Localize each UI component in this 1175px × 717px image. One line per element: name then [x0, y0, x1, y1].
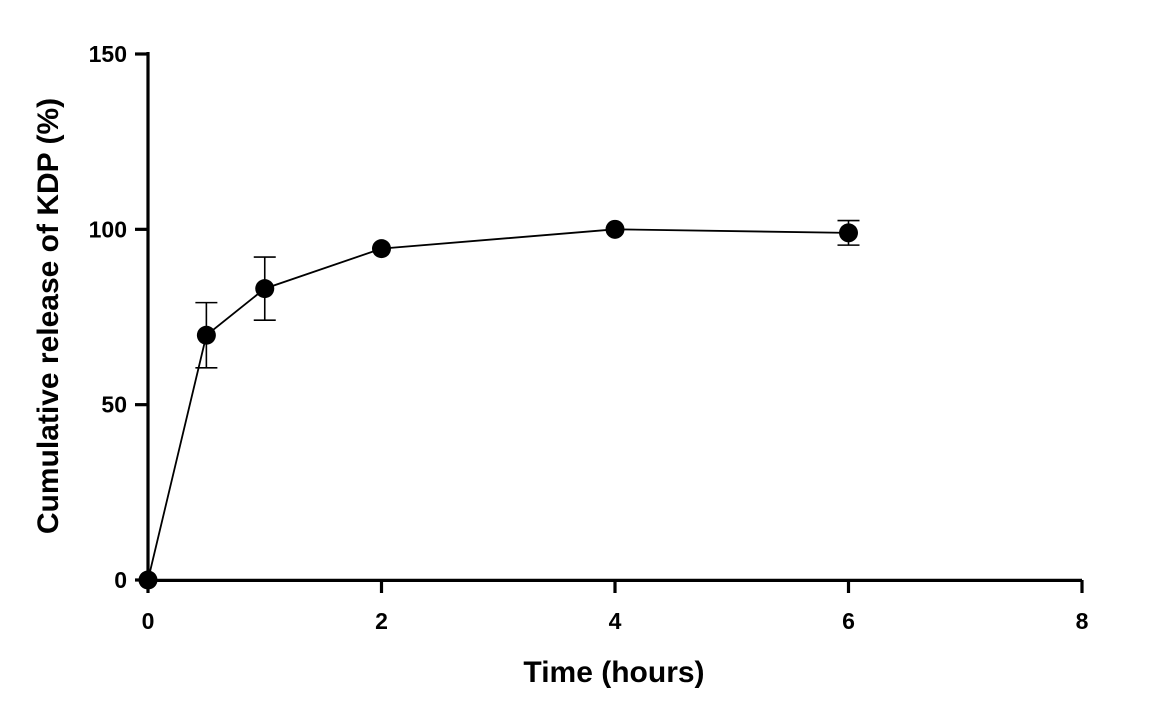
y-axis-title: Cumulative release of KDP (%)	[32, 98, 65, 534]
x-tick-label: 8	[1076, 608, 1089, 634]
x-axis-title: Time (hours)	[523, 656, 704, 689]
y-tick-label: 0	[114, 567, 127, 593]
y-tick-label: 150	[89, 41, 127, 67]
data-point	[839, 223, 858, 243]
data-point	[196, 325, 216, 345]
x-tick-label: 0	[142, 608, 155, 634]
data-point	[372, 239, 391, 259]
series-line	[147, 228, 849, 581]
data-point	[605, 219, 625, 239]
series	[138, 219, 860, 590]
x-tick-label: 6	[842, 608, 855, 634]
y-tick-label: 100	[89, 216, 127, 242]
data-point	[255, 279, 275, 299]
x-tick-label: 4	[609, 608, 622, 634]
y-tick-label: 50	[101, 392, 127, 418]
x-tick-label: 2	[375, 608, 388, 634]
ticks: 0 2 4 6 8 0 50 100 150	[89, 41, 1089, 634]
data-point	[138, 570, 158, 590]
axes	[146, 52, 1082, 583]
